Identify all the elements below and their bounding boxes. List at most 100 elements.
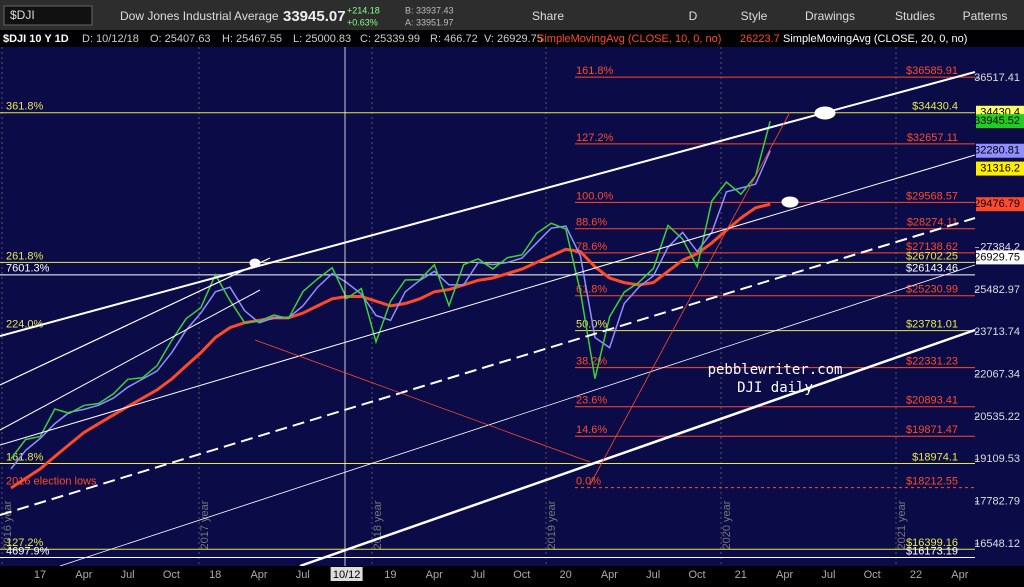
change-pct: +0.63% xyxy=(347,17,378,27)
x-tick-label: 10/12 xyxy=(333,569,361,581)
level-pct: 161.8% xyxy=(576,65,614,77)
year-marker: 2021 year xyxy=(896,500,908,549)
y-tick-label: 16548.12 xyxy=(974,538,1020,550)
toolbar-button[interactable]: Style xyxy=(741,9,768,23)
y-tick-label: 25482.97 xyxy=(974,284,1020,296)
annotation: DJI daily xyxy=(737,380,813,396)
year-marker: 2019 year xyxy=(546,500,558,549)
toolbar-button[interactable]: Studies xyxy=(895,9,935,23)
y-tick-label: 22067.34 xyxy=(974,368,1020,380)
level-label: $32657.11 xyxy=(907,132,958,144)
level-label: $26143.46 xyxy=(906,263,958,275)
price-line xyxy=(10,120,771,460)
study-label: SimpleMovingAvg (CLOSE, 10, 0, no) xyxy=(537,33,721,45)
info-field: R: 466.72 xyxy=(430,33,478,45)
study-label: SimpleMovingAvg (CLOSE, 20, 0, no) xyxy=(783,33,967,45)
price-tag xyxy=(976,197,1024,212)
annotation: pebblewriter.com xyxy=(708,362,843,378)
x-tick-label: 20 xyxy=(559,569,571,581)
price-tag-label: 32280.81 xyxy=(974,145,1020,157)
x-tick-label: Apr xyxy=(951,569,968,581)
toolbar-button[interactable]: Drawings xyxy=(805,9,855,23)
toolbar-bg xyxy=(0,0,1024,30)
toolbar-buttons: Share D Style Drawings Studies Patterns xyxy=(532,9,1007,23)
price-tag xyxy=(976,143,1024,158)
level-pct: 0.0% xyxy=(576,475,601,487)
x-tick-label: Apr xyxy=(776,569,793,581)
info-field: H: 25467.55 xyxy=(222,33,282,45)
x-tick-label: Jul xyxy=(121,569,135,581)
plot: 2016 year 2017 year 2018 year 2019 year 2020… xyxy=(0,47,1024,566)
level-left-label: 4697.9% xyxy=(6,545,50,557)
level-label: $34430.4 xyxy=(912,101,958,113)
level-label: $16399.16 xyxy=(906,537,958,549)
level-pct: 14.6% xyxy=(576,424,607,436)
year-marker: 2018 year xyxy=(372,500,384,549)
x-tick-label: 21 xyxy=(735,569,747,581)
y-tick-label: 19109.53 xyxy=(974,453,1020,465)
level-label: $22331.23 xyxy=(906,355,958,367)
price-tag xyxy=(976,161,1024,176)
level-left-label: 361.8% xyxy=(6,101,44,113)
price-tag-label: 29476.79 xyxy=(974,198,1020,210)
level-pct: 100.0% xyxy=(576,190,614,202)
y-tick-label: 17782.79 xyxy=(974,496,1020,508)
level-pct: 78.6% xyxy=(576,241,607,253)
cursor-date-box xyxy=(330,567,363,581)
x-tick-label: Jul xyxy=(471,569,485,581)
year-marker: 2017 year xyxy=(199,500,211,549)
symbol: $DJI xyxy=(10,8,35,22)
level-label: $20893.41 xyxy=(906,395,958,407)
x-tick-label: Jul xyxy=(296,569,310,581)
price-tag-label: 33945.52 xyxy=(974,115,1020,127)
x-tick-label: Jul xyxy=(821,569,835,581)
y-tick-label: 23713.74 xyxy=(974,326,1020,338)
y-tick-label: 20535.22 xyxy=(974,411,1020,423)
info-field: L: 25000.83 xyxy=(293,33,351,45)
x-tick-label: Apr xyxy=(601,569,618,581)
level-label: $25230.99 xyxy=(906,284,958,296)
toolbar-button[interactable]: D xyxy=(689,9,698,23)
level-pct: 23.6% xyxy=(576,395,607,407)
y-tick-label: 36517.41 xyxy=(974,72,1020,84)
x-tick-label: Oct xyxy=(513,569,530,581)
level-label: $28274.11 xyxy=(907,217,958,229)
x-tick-label: Apr xyxy=(426,569,443,581)
x-tick-label: Oct xyxy=(864,569,881,581)
bid: B: 33937.43 xyxy=(405,5,454,15)
toolbar-button[interactable]: Share xyxy=(532,9,564,23)
x-tick-label: Apr xyxy=(75,569,92,581)
level-pct: 50.0% xyxy=(576,318,607,330)
x-tick-label: 18 xyxy=(209,569,221,581)
info-title: $DJI 10 Y 1D xyxy=(3,33,69,45)
year-marker: 2020 year xyxy=(721,500,733,549)
level-label: $18212.55 xyxy=(906,475,958,487)
info-field: C: 25339.99 xyxy=(360,33,420,45)
price-tag xyxy=(976,114,1024,129)
level-label: $36585.91 xyxy=(906,65,958,77)
info-bar: $DJI 10 Y 1D D: 10/12/18 O: 25407.63 H: 254… xyxy=(3,33,967,45)
level-label: $27138.62 xyxy=(906,241,958,253)
info-field: O: 25407.63 xyxy=(150,33,211,45)
x-tick-label: 19 xyxy=(384,569,396,581)
toolbar-button[interactable]: Patterns xyxy=(963,9,1008,23)
chart-bg xyxy=(0,47,1024,566)
moving-average xyxy=(10,150,771,470)
level-label: $16173.19 xyxy=(906,545,958,557)
level-pct: 61.8% xyxy=(576,284,607,296)
level-label: $26702.25 xyxy=(906,250,958,262)
level-left-label: 2016 election lows xyxy=(6,475,97,487)
symbol-box[interactable] xyxy=(3,5,93,26)
x-tick-label: Apr xyxy=(250,569,267,581)
instrument-name: Dow Jones Industrial Average xyxy=(120,9,279,23)
channel-lines xyxy=(0,47,976,568)
level-left-label: 127.2% xyxy=(6,537,44,549)
info-field: V: 26929.75 xyxy=(484,33,543,45)
level-label: $19871.47 xyxy=(906,424,958,436)
info-field: D: 10/12/18 xyxy=(82,33,139,45)
level-left-label: 161.8% xyxy=(6,451,44,463)
x-tick-label: 17 xyxy=(34,569,46,581)
study-value: 26223.7 xyxy=(740,33,780,45)
